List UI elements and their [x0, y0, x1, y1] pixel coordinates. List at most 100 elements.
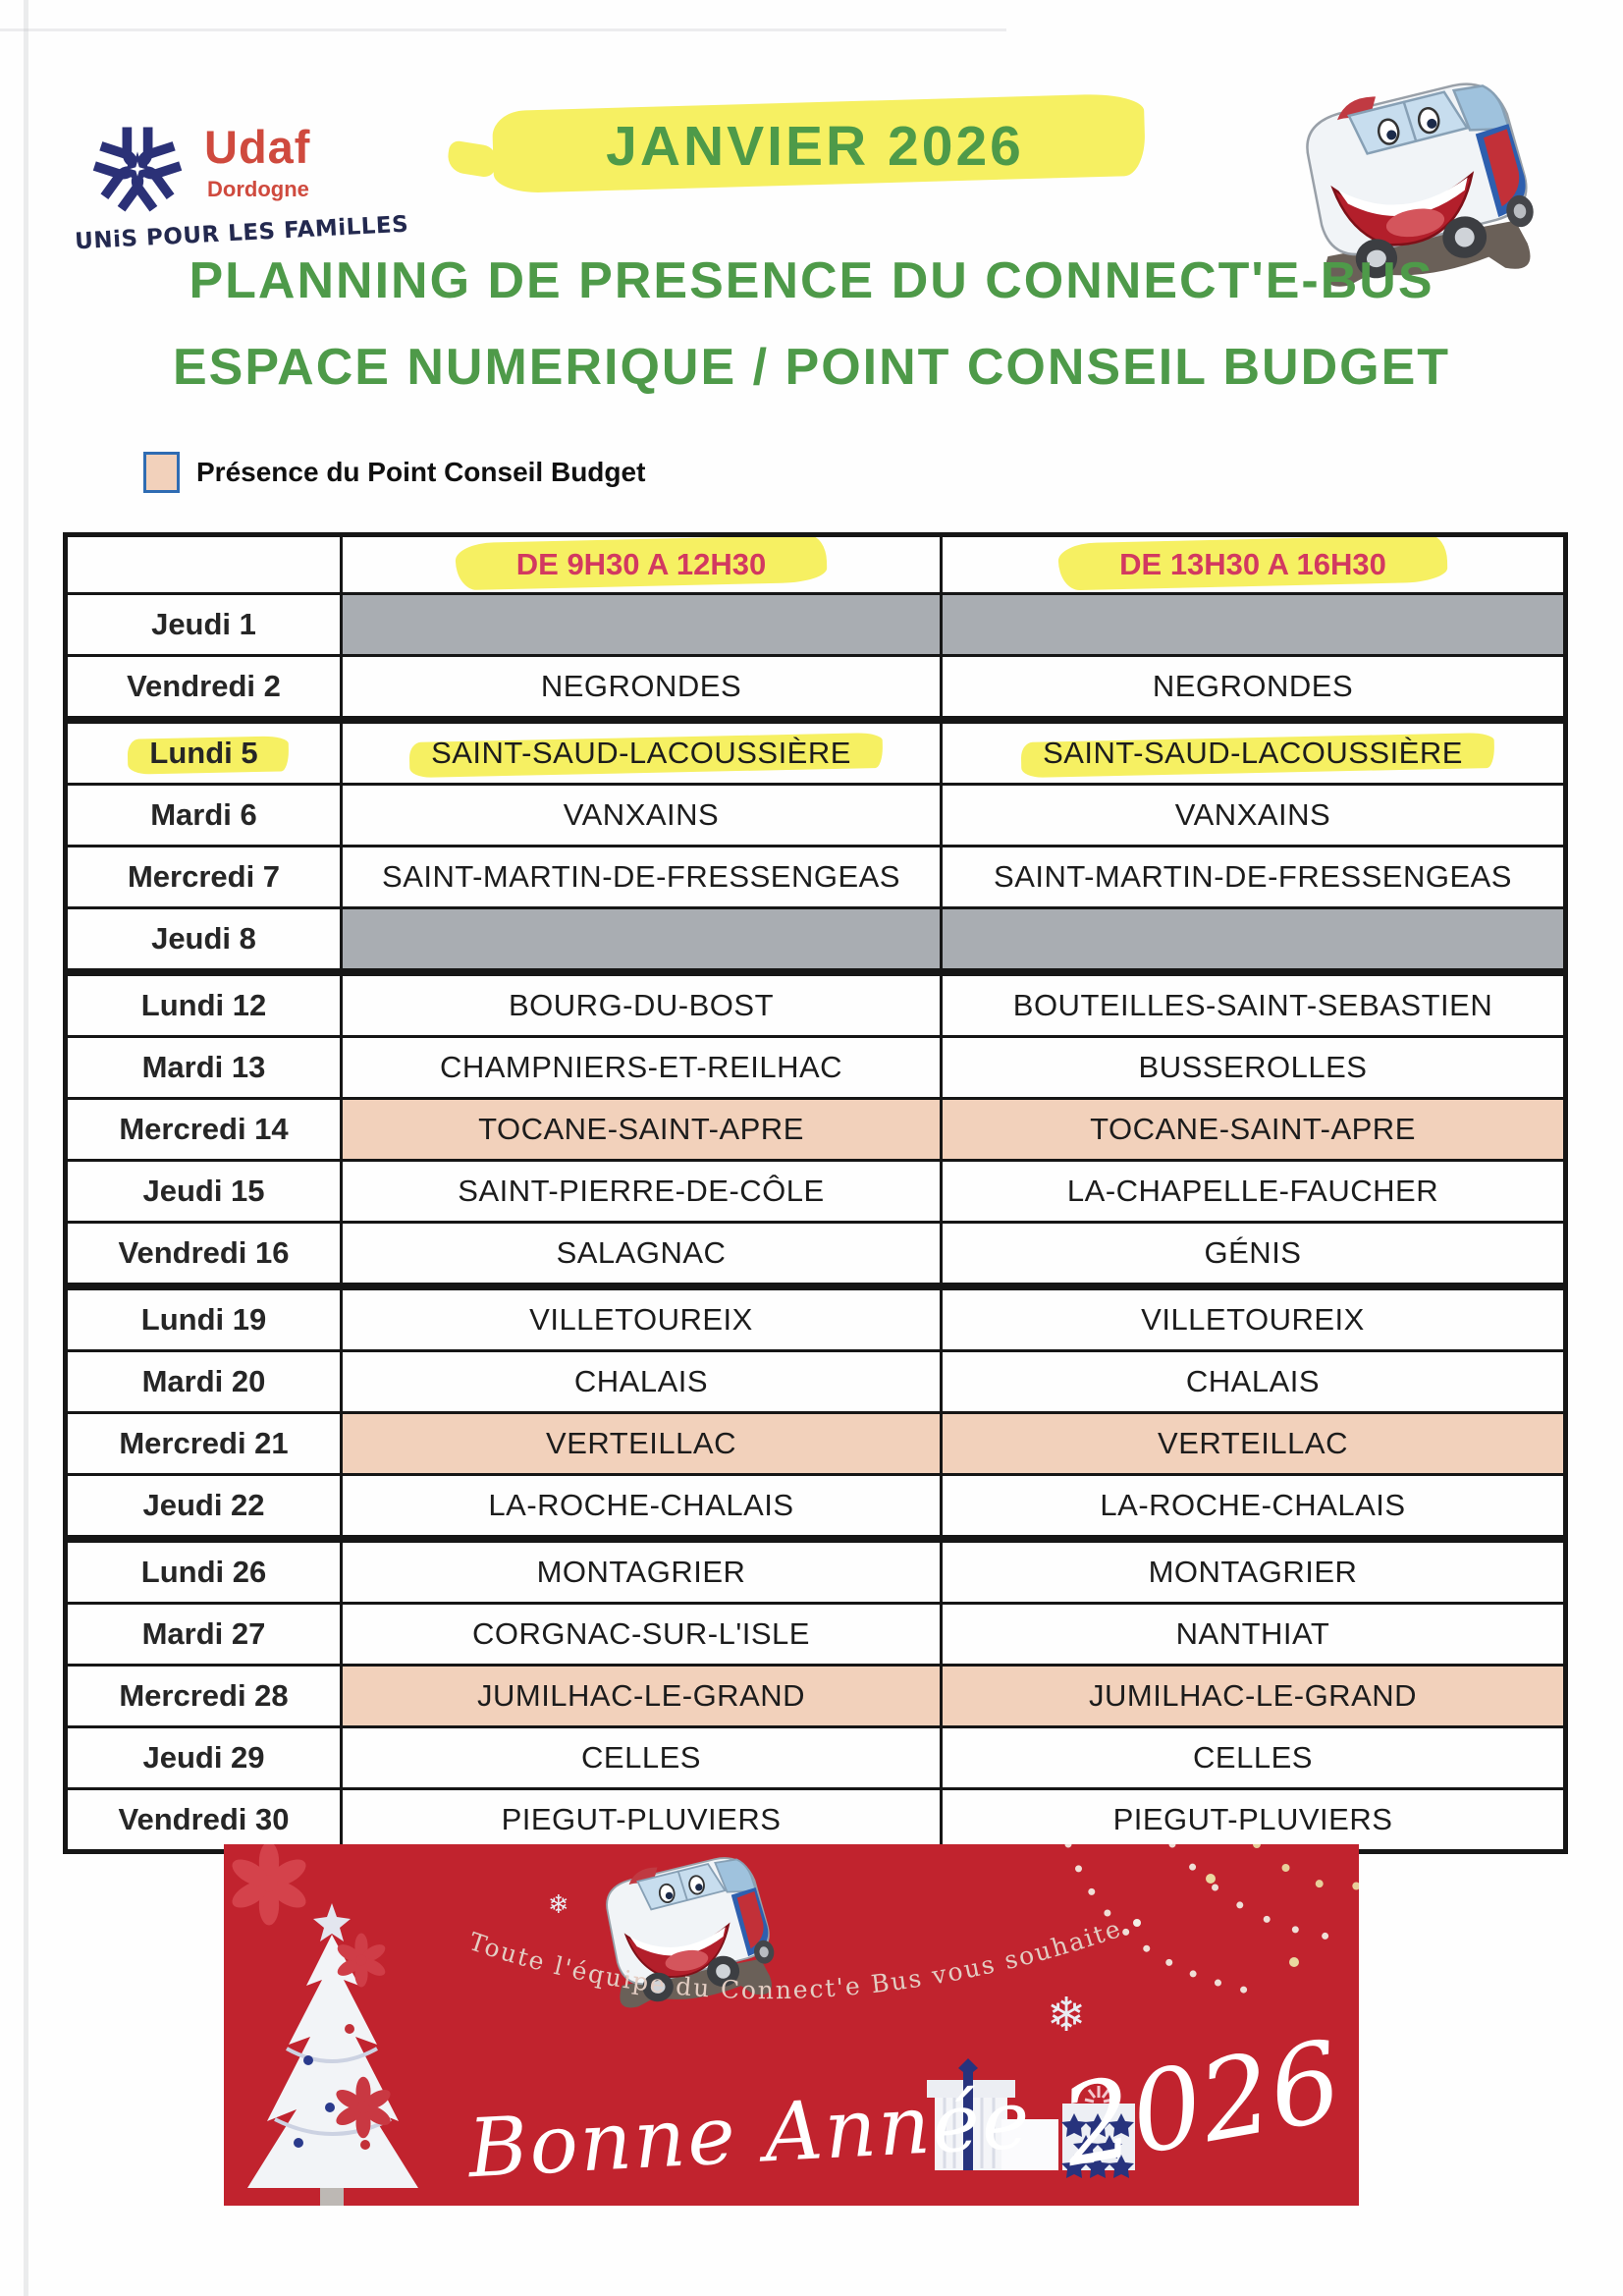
garland-lights-icon	[1064, 1844, 1359, 1997]
table-row: Vendredi 2 NEGRONDES NEGRONDES	[64, 654, 1567, 722]
pcb-legend: Présence du Point Conseil Budget	[143, 452, 645, 493]
header-day-cell	[64, 533, 343, 595]
location-label: CHALAIS	[1185, 1364, 1321, 1398]
day-cell: Mardi 13	[64, 1035, 343, 1100]
slot-cell-afternoon: VILLETOUREIX	[940, 1283, 1567, 1352]
table-row: Jeudi 8	[64, 906, 1567, 974]
slot-cell-afternoon: PIEGUT-PLUVIERS	[940, 1787, 1567, 1853]
location-label: SAINT-MARTIN-DE-FRESSENGEAS	[994, 859, 1512, 894]
time-range-label: DE 13H30 A 16H30	[1109, 545, 1396, 584]
slot-cell-morning: CORGNAC-SUR-L'ISLE	[340, 1602, 943, 1667]
slot-cell-afternoon	[940, 906, 1567, 974]
page-title: PLANNING DE PRESENCE DU CONNECT'E-BUS	[189, 252, 1434, 309]
table-row: Jeudi 1	[64, 592, 1567, 657]
day-cell: Mardi 20	[64, 1349, 343, 1414]
day-label: Mardi 20	[141, 1364, 266, 1398]
slot-cell-morning: PIEGUT-PLUVIERS	[340, 1787, 943, 1853]
location-label: VANXAINS	[563, 797, 720, 832]
location-label: TOCANE-SAINT-APRE	[1090, 1112, 1416, 1146]
table-row: Mardi 13 CHAMPNIERS-ET-REILHAC BUSSEROLLES	[64, 1035, 1567, 1100]
table-row: Mardi 27 CORGNAC-SUR-L'ISLE NANTHIAT	[64, 1602, 1567, 1667]
sparkle-icon	[1084, 2086, 1113, 2104]
gift-boxes-icon	[927, 2058, 1135, 2178]
slot-cell-afternoon: LA-CHAPELLE-FAUCHER	[940, 1159, 1567, 1224]
location-label: BOUTEILLES-SAINT-SEBASTIEN	[1012, 988, 1493, 1022]
logo-name: Udaf	[204, 121, 311, 173]
location-label: JUMILHAC-LE-GRAND	[476, 1678, 806, 1713]
location-label: VANXAINS	[1174, 797, 1331, 832]
location-label: NEGRONDES	[540, 669, 742, 703]
pcb-legend-label: Présence du Point Conseil Budget	[196, 457, 646, 487]
table-row: Lundi 19 VILLETOUREIX VILLETOUREIX	[64, 1283, 1567, 1352]
page-subtitle: ESPACE NUMERIQUE / POINT CONSEIL BUDGET	[172, 339, 1451, 396]
table-row: Jeudi 22 LA-ROCHE-CHALAIS LA-ROCHE-CHALAIS	[64, 1473, 1567, 1541]
day-label: Vendredi 2	[127, 669, 281, 703]
table-row: Lundi 5 SAINT-SAUD-LACOUSSIÈRE SAINT-SAUD-…	[64, 716, 1567, 786]
slot-cell-morning: CELLES	[340, 1725, 943, 1790]
location-label: CORGNAC-SUR-L'ISLE	[472, 1616, 810, 1651]
location-label: SAINT-SAUD-LACOUSSIÈRE	[423, 735, 859, 772]
slot-cell-afternoon: VANXAINS	[940, 783, 1567, 847]
slot-cell-morning: SALAGNAC	[340, 1221, 943, 1288]
day-label: Jeudi 22	[142, 1488, 265, 1522]
day-cell: Jeudi 8	[64, 906, 343, 974]
table-row: Vendredi 30 PIEGUT-PLUVIERS PIEGUT-PLUVIER…	[64, 1787, 1567, 1853]
day-label: Jeudi 15	[142, 1174, 265, 1208]
table-header-row: DE 9H30 A 12H30 DE 13H30 A 16H30	[64, 533, 1567, 595]
pcb-legend-swatch	[143, 452, 180, 493]
greeting-script: Bonne Année	[465, 2073, 1034, 2197]
day-cell: Mercredi 21	[64, 1411, 343, 1476]
slot-cell-afternoon: GÉNIS	[940, 1221, 1567, 1288]
day-label: Jeudi 29	[142, 1740, 265, 1775]
table-row: Mercredi 28 JUMILHAC-LE-GRAND JUMILHAC-LE-…	[64, 1664, 1567, 1728]
slot-cell-morning: VANXAINS	[340, 783, 943, 847]
day-label: Mardi 27	[141, 1616, 266, 1651]
location-label: CHAMPNIERS-ET-REILHAC	[439, 1050, 843, 1084]
table-row: Jeudi 15 SAINT-PIERRE-DE-CÔLE LA-CHAPELLE-…	[64, 1159, 1567, 1224]
slot-cell-morning: CHAMPNIERS-ET-REILHAC	[340, 1035, 943, 1100]
slot-cell-afternoon	[940, 592, 1567, 657]
day-label: Lundi 19	[140, 1302, 267, 1337]
slot-cell-afternoon: JUMILHAC-LE-GRAND	[940, 1664, 1567, 1728]
location-label: JUMILHAC-LE-GRAND	[1088, 1678, 1418, 1713]
day-label: Mardi 13	[141, 1050, 266, 1084]
slot-cell-afternoon: SAINT-MARTIN-DE-FRESSENGEAS	[940, 845, 1567, 909]
slot-cell-morning: JUMILHAC-LE-GRAND	[340, 1664, 943, 1728]
day-cell: Lundi 26	[64, 1535, 343, 1605]
scan-line-artifact	[0, 28, 1006, 31]
red-snowflake-icon	[228, 1844, 310, 1926]
day-cell: Jeudi 15	[64, 1159, 343, 1224]
location-label: LA-CHAPELLE-FAUCHER	[1066, 1174, 1439, 1208]
location-label: SAINT-PIERRE-DE-CÔLE	[458, 1174, 825, 1208]
location-label: NEGRONDES	[1152, 669, 1354, 703]
day-label: Jeudi 1	[151, 607, 256, 641]
slot-cell-afternoon: TOCANE-SAINT-APRE	[940, 1097, 1567, 1162]
location-label: VILLETOUREIX	[529, 1302, 753, 1337]
location-label: MONTAGRIER	[1148, 1555, 1358, 1589]
slot-cell-afternoon: SAINT-SAUD-LACOUSSIÈRE	[940, 716, 1567, 786]
slot-cell-morning: CHALAIS	[340, 1349, 943, 1414]
location-label: PIEGUT-PLUVIERS	[1112, 1802, 1393, 1836]
day-cell: Jeudi 22	[64, 1473, 343, 1541]
slot-cell-morning: VERTEILLAC	[340, 1411, 943, 1476]
day-label: Vendredi 30	[118, 1802, 290, 1836]
star-pattern	[1061, 2113, 1134, 2178]
slot-cell-morning: MONTAGRIER	[340, 1535, 943, 1605]
slot-cell-afternoon: LA-ROCHE-CHALAIS	[940, 1473, 1567, 1541]
white-snowflake-icon: ❄	[1047, 1988, 1086, 2043]
day-cell: Jeudi 29	[64, 1725, 343, 1790]
udaf-logo: Udaf Dordogne UNiS POUR LES FAMiLLES	[75, 86, 432, 263]
day-cell: Mardi 6	[64, 783, 343, 847]
day-label: Jeudi 8	[151, 921, 256, 956]
slot-cell-morning: TOCANE-SAINT-APRE	[340, 1097, 943, 1162]
day-label: Mercredi 21	[119, 1426, 289, 1460]
slot-cell-afternoon: NANTHIAT	[940, 1602, 1567, 1667]
location-label: SALAGNAC	[556, 1235, 727, 1270]
day-label: Lundi 26	[140, 1555, 267, 1589]
location-label: VILLETOUREIX	[1141, 1302, 1365, 1337]
day-cell: Mercredi 7	[64, 845, 343, 909]
location-label: GÉNIS	[1204, 1235, 1302, 1270]
slot-cell-morning: VILLETOUREIX	[340, 1283, 943, 1352]
banner-decorations: ❄ ❄ Toute l'équipe du Connect'e Bus vous…	[224, 1844, 1359, 2206]
